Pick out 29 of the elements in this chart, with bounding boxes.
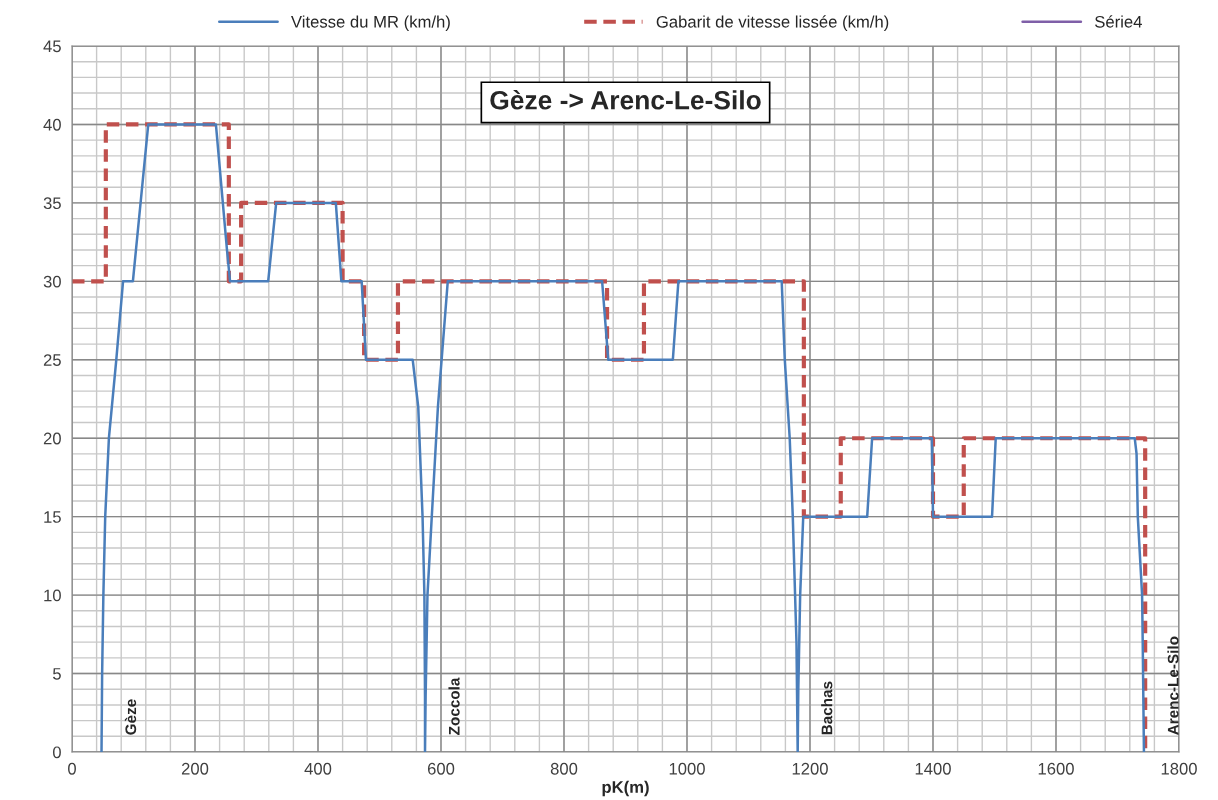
x-tick-label: 0 — [68, 762, 76, 775]
y-tick-label: 40 — [43, 118, 61, 131]
annotation: Bachas — [821, 681, 833, 735]
annotation: Zoccola — [448, 677, 460, 735]
x-tick-label: 1000 — [669, 762, 705, 775]
y-tick-label: 20 — [43, 432, 61, 445]
legend-label: Série4 — [1095, 15, 1142, 28]
annotation: Arenc-Le-Silo — [1167, 636, 1179, 735]
x-tick-label: 200 — [181, 762, 209, 775]
y-tick-label: 25 — [43, 354, 61, 366]
x-tick-label: 600 — [427, 762, 455, 775]
annotation: Gèze — [124, 699, 137, 735]
y-tick-label: 15 — [44, 511, 61, 523]
y-tick-label: 35 — [43, 197, 61, 210]
y-tick-label: 0 — [52, 746, 61, 759]
y-tick-label: 45 — [43, 40, 61, 53]
legend-label: Vitesse du MR (km/h) — [291, 15, 450, 31]
y-tick-label: 10 — [44, 589, 61, 602]
text: Gèze -> Arenc-Le-Silo — [490, 89, 761, 110]
x-tick-label: 1800 — [1161, 762, 1197, 775]
x-tick-label: 1600 — [1038, 762, 1074, 775]
y-tick-label: 5 — [52, 668, 61, 680]
legend-label: Gabarit de vitesse lissée (km/h) — [656, 15, 889, 31]
x-tick-label: 1200 — [792, 762, 828, 775]
y-tick-label: 30 — [43, 275, 61, 288]
x-tick-label: 400 — [304, 762, 332, 775]
x-axis-title: pK(m) — [602, 780, 649, 797]
x-tick-label: 1400 — [915, 762, 951, 775]
x-tick-label: 800 — [550, 762, 578, 775]
